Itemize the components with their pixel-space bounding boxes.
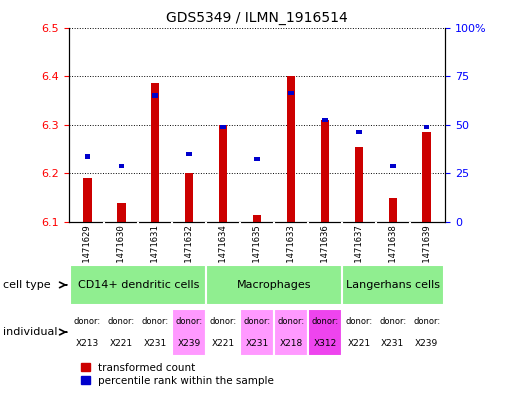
Bar [84, 154, 90, 159]
Text: X239: X239 [415, 339, 438, 348]
Text: individual: individual [3, 327, 57, 337]
Legend: transformed count, percentile rank within the sample: transformed count, percentile rank withi… [81, 363, 274, 386]
Text: GSM1471633: GSM1471633 [287, 224, 296, 278]
Text: GSM1471636: GSM1471636 [320, 224, 329, 278]
Text: GSM1471631: GSM1471631 [151, 224, 160, 278]
Text: GSM1471629: GSM1471629 [83, 224, 92, 278]
Text: X231: X231 [245, 339, 269, 348]
Text: GSM1471632: GSM1471632 [185, 224, 194, 278]
Text: GSM1471634: GSM1471634 [218, 224, 228, 278]
Text: Langerhans cells: Langerhans cells [346, 280, 440, 290]
Text: donor:: donor: [277, 318, 304, 326]
Text: X312: X312 [313, 339, 336, 348]
Text: donor:: donor: [108, 318, 135, 326]
Text: donor:: donor: [142, 318, 169, 326]
FancyBboxPatch shape [308, 309, 342, 356]
FancyBboxPatch shape [70, 265, 206, 305]
FancyBboxPatch shape [206, 265, 342, 305]
Text: GSM1471635: GSM1471635 [252, 224, 262, 278]
Text: GSM1471639: GSM1471639 [422, 224, 431, 278]
Bar [390, 164, 395, 168]
Bar [356, 130, 361, 134]
Text: donor:: donor: [345, 318, 373, 326]
Text: donor:: donor: [413, 318, 440, 326]
FancyBboxPatch shape [206, 309, 240, 356]
Text: X221: X221 [110, 339, 133, 348]
Bar [83, 178, 92, 222]
Bar [355, 147, 363, 222]
Bar [185, 173, 193, 222]
Bar [220, 125, 226, 129]
FancyBboxPatch shape [172, 309, 206, 356]
Text: GSM1471638: GSM1471638 [388, 224, 398, 278]
FancyBboxPatch shape [376, 309, 410, 356]
Bar [254, 157, 260, 161]
Bar [151, 83, 159, 222]
FancyBboxPatch shape [70, 309, 104, 356]
Text: GSM1471637: GSM1471637 [354, 224, 363, 278]
Bar [117, 203, 126, 222]
FancyBboxPatch shape [274, 309, 308, 356]
Text: X231: X231 [381, 339, 405, 348]
FancyBboxPatch shape [240, 309, 274, 356]
Text: donor:: donor: [379, 318, 406, 326]
Text: donor:: donor: [176, 318, 203, 326]
Text: GSM1471630: GSM1471630 [117, 224, 126, 278]
Bar [424, 125, 430, 129]
Bar [186, 152, 192, 156]
Bar [288, 91, 294, 95]
Text: X221: X221 [212, 339, 235, 348]
Bar [253, 215, 261, 222]
Bar [321, 120, 329, 222]
Text: cell type: cell type [3, 280, 50, 290]
Text: X221: X221 [347, 339, 371, 348]
Bar [287, 76, 295, 222]
FancyBboxPatch shape [138, 309, 172, 356]
Text: X239: X239 [178, 339, 201, 348]
FancyBboxPatch shape [342, 265, 444, 305]
Title: GDS5349 / ILMN_1916514: GDS5349 / ILMN_1916514 [166, 11, 348, 25]
Text: X231: X231 [144, 339, 167, 348]
Text: X213: X213 [76, 339, 99, 348]
Text: donor:: donor: [243, 318, 271, 326]
Text: donor:: donor: [312, 318, 338, 326]
Bar [119, 164, 124, 168]
FancyBboxPatch shape [104, 309, 138, 356]
Text: Macrophages: Macrophages [237, 280, 312, 290]
Bar [153, 94, 158, 98]
Text: X218: X218 [279, 339, 303, 348]
Bar [422, 132, 431, 222]
Bar [322, 118, 328, 122]
Bar [219, 125, 228, 222]
FancyBboxPatch shape [410, 309, 444, 356]
Text: CD14+ dendritic cells: CD14+ dendritic cells [77, 280, 199, 290]
Text: donor:: donor: [210, 318, 237, 326]
Text: donor:: donor: [74, 318, 101, 326]
Bar [388, 198, 397, 222]
FancyBboxPatch shape [342, 309, 376, 356]
